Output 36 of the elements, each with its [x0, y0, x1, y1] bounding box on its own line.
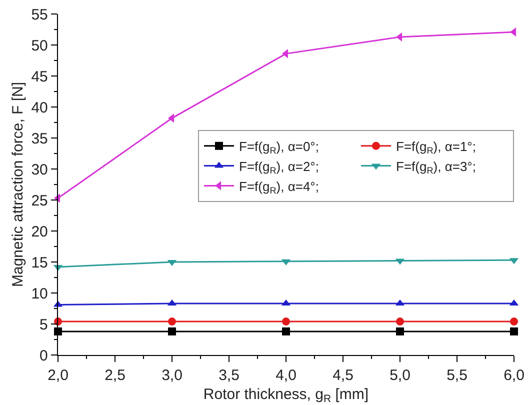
point: [396, 318, 404, 326]
y-axis-title: Magnetic attraction force, F [N]: [9, 82, 26, 288]
point: [168, 318, 176, 326]
y-tick-label: 50: [31, 37, 48, 54]
y-tick-label: 30: [31, 161, 48, 178]
point: [510, 318, 518, 326]
point: [510, 327, 518, 336]
x-tick-label: 5,5: [446, 367, 468, 384]
y-tick-label: 10: [31, 285, 48, 302]
point: [282, 318, 290, 326]
legend-label: F=f(g$_{R}$), α=1°;: [396, 138, 476, 156]
legend-label: F=f(g$_{R}$), α=3°;: [396, 158, 476, 176]
point: [282, 327, 290, 336]
x-tick-label: 4,5: [332, 367, 354, 384]
y-tick-label: 40: [31, 99, 48, 116]
x-tick-label: 2,5: [104, 367, 126, 384]
x-tick-label: 5,0: [390, 367, 410, 384]
point: [396, 327, 404, 336]
x-tick-label: 2,0: [48, 367, 68, 384]
legend-label: F=f(g$_{R}$), α=2°;: [239, 158, 319, 176]
y-tick-label: 35: [31, 130, 48, 148]
x-tick-label: 3,5: [218, 367, 240, 384]
y-tick-label: 5: [40, 316, 48, 334]
x-tick-label: 6,0: [504, 367, 524, 384]
x-tick-label: 3,0: [162, 367, 182, 384]
y-tick-label: 55: [31, 6, 48, 24]
y-tick-label: 0: [40, 347, 48, 364]
x-tick-label: 4,0: [276, 367, 296, 384]
y-tick-label: 45: [31, 68, 48, 86]
point: [168, 327, 176, 336]
legend-label: F=f(g$_{R}$), α=0°;: [239, 138, 319, 156]
x-axis-title: Rotor thickness, g$_{R}$ [mm]: [203, 386, 369, 405]
y-tick-label: 20: [31, 223, 48, 240]
legend-label: F=f(g$_{R}$), α=4°;: [239, 178, 319, 196]
y-tick-label: 25: [31, 192, 48, 210]
y-tick-label: 15: [31, 254, 48, 272]
